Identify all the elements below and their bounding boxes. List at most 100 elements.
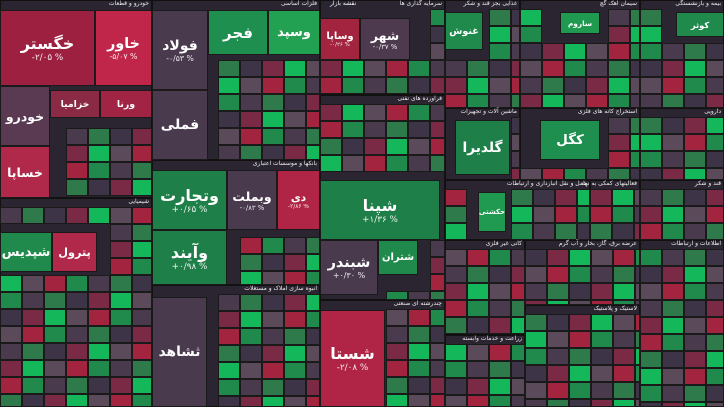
tile-decor (706, 249, 724, 266)
tile-decor (445, 361, 467, 378)
tile-decor (364, 155, 386, 172)
tile-decor (511, 189, 533, 206)
tile-label: شستا (330, 344, 375, 363)
tile-decor (662, 283, 684, 300)
tile-decor (613, 399, 635, 407)
tile-decor (564, 94, 586, 108)
tile-change: -۲/۰۵ % (31, 52, 64, 63)
tile-decor (218, 128, 240, 145)
tile-decor (132, 326, 152, 343)
tile-decor (525, 365, 547, 382)
tile-decor (0, 275, 22, 292)
tile-decor (240, 345, 262, 362)
tile-decor (364, 138, 386, 155)
tile-decor (240, 294, 262, 311)
tile-decor (218, 77, 240, 94)
tile-label: شتران (381, 252, 415, 263)
tile-decor (306, 362, 320, 379)
tile-decor (564, 43, 586, 60)
tile-decor (110, 224, 132, 241)
tile-decor (640, 77, 662, 94)
tile-decor (284, 254, 306, 271)
tile-decor (706, 351, 724, 368)
tile-decor (511, 94, 520, 108)
tile-decor (640, 168, 662, 180)
tile-label: دی (290, 190, 307, 204)
tile-decor (44, 326, 66, 343)
tile-decor (262, 345, 284, 362)
tile-decor (132, 309, 152, 326)
tile-decor (569, 283, 591, 300)
tile-decor (520, 168, 542, 180)
tile-decor (489, 317, 511, 334)
tile: خساپا (0, 146, 50, 198)
tile-decor (66, 179, 88, 196)
tile-label: حکشتی (478, 208, 506, 216)
tile-decor (684, 317, 706, 334)
tile-decor (218, 111, 240, 128)
tile-decor (684, 368, 706, 385)
tile: ورنا (100, 90, 152, 118)
tile-decor (240, 77, 262, 94)
tile-decor (88, 162, 110, 179)
tile-decor (511, 26, 520, 43)
tile-decor (591, 249, 613, 266)
tile-decor (511, 151, 520, 168)
tile-decor (542, 43, 564, 60)
tile-decor (284, 345, 306, 362)
tile-decor (525, 249, 547, 266)
tile-decor (110, 207, 132, 224)
tile-decor (240, 94, 262, 111)
tile-decor (684, 151, 706, 168)
tile-decor (511, 249, 525, 266)
tile-decor (613, 382, 635, 399)
tile-decor (489, 26, 511, 43)
tile-decor (684, 206, 706, 223)
tile-decor (662, 368, 684, 385)
tile-decor (386, 394, 408, 407)
tile-decor (88, 343, 110, 360)
tile-decor (684, 223, 706, 240)
tile-decor (634, 189, 640, 206)
sector-name: غذایی بجز قند و شکر (463, 0, 517, 7)
tile-decor (320, 121, 342, 138)
tile-decor (88, 326, 110, 343)
tile-decor (635, 249, 640, 266)
tile-decor (542, 60, 564, 77)
tile-decor (635, 283, 640, 300)
tile: فجر (208, 10, 268, 55)
sector-name: سیمان آهک گچ (599, 0, 637, 7)
tile-decor (706, 317, 724, 334)
tile-decor (511, 168, 520, 180)
tile-decor (662, 117, 684, 134)
tile-decor (445, 206, 467, 223)
tile-decor (22, 343, 44, 360)
tile-decor (342, 121, 364, 138)
tile-decor (0, 360, 22, 377)
tile-decor (511, 395, 525, 407)
tile-decor (408, 121, 430, 138)
tile-decor (240, 111, 262, 128)
tile-decor (520, 9, 542, 26)
tile-decor (630, 151, 640, 168)
tile-decor (44, 292, 66, 309)
tile-decor (613, 283, 635, 300)
tile-decor (110, 241, 132, 258)
tile-decor (110, 258, 132, 275)
tile-decor (44, 360, 66, 377)
tile-decor (132, 145, 152, 162)
tile-decor (511, 60, 520, 77)
tile-decor (445, 317, 467, 334)
tile-decor (608, 43, 630, 60)
tile-decor (110, 128, 132, 145)
tile-decor (511, 300, 525, 317)
tile-decor (306, 379, 320, 396)
tile-decor (386, 326, 408, 343)
tile-decor (640, 9, 662, 26)
tile-decor (430, 360, 445, 377)
tile-decor (706, 266, 724, 283)
tile-decor (662, 77, 684, 94)
tile-label: خساپا (7, 164, 43, 180)
tile-decor (240, 328, 262, 345)
tile: وبملت -۰/۸۳ % (227, 170, 277, 230)
